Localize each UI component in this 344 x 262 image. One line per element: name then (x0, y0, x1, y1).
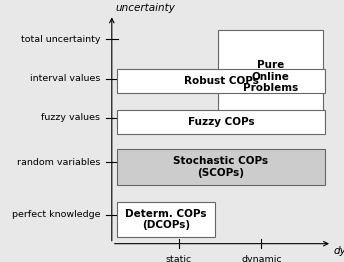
Text: random variables: random variables (17, 158, 100, 167)
Text: perfect knowledge: perfect knowledge (12, 210, 100, 219)
Text: uncertainty: uncertainty (115, 3, 175, 13)
Text: Fuzzy COPs: Fuzzy COPs (188, 117, 254, 127)
FancyBboxPatch shape (117, 69, 325, 93)
Text: fuzzy values: fuzzy values (41, 113, 100, 122)
Text: Robust COPs: Robust COPs (184, 76, 258, 86)
Text: Pure
Online
Problems: Pure Online Problems (243, 60, 299, 93)
Text: dynamicity: dynamicity (334, 246, 344, 256)
FancyBboxPatch shape (117, 149, 325, 185)
Text: interval values: interval values (30, 74, 100, 83)
FancyBboxPatch shape (117, 110, 325, 134)
Text: Determ. COPs
(DCOPs): Determ. COPs (DCOPs) (125, 209, 207, 230)
Text: Stochastic COPs
(SCOPs): Stochastic COPs (SCOPs) (173, 156, 269, 178)
FancyBboxPatch shape (117, 202, 215, 237)
Text: total uncertainty: total uncertainty (21, 35, 100, 44)
Text: dynamic: dynamic (241, 255, 282, 262)
Text: static: static (166, 255, 192, 262)
FancyBboxPatch shape (218, 30, 323, 123)
